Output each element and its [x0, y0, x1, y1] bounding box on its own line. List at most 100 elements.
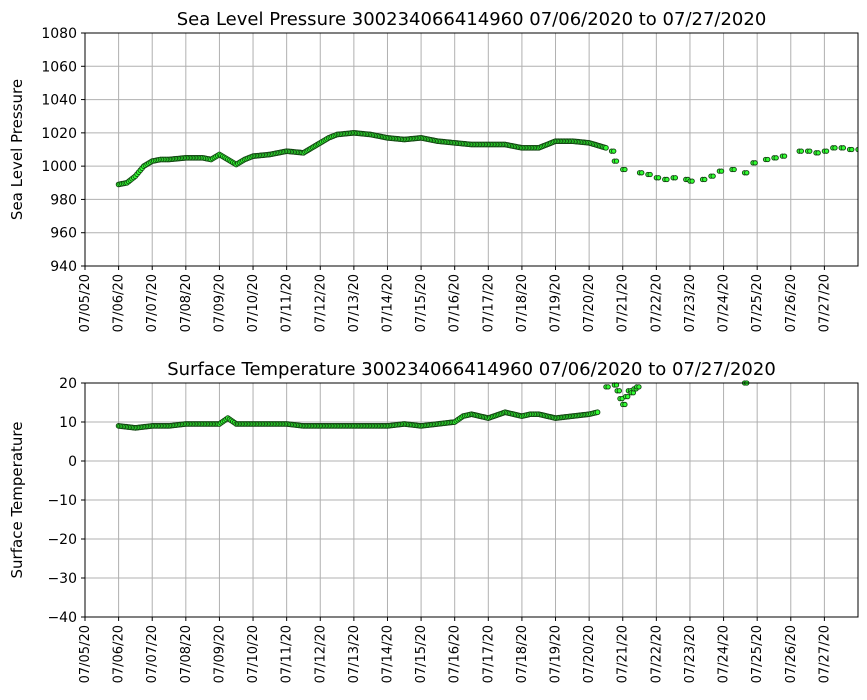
y-tick-label: 20	[59, 376, 77, 392]
x-tick-label: 07/13/20	[347, 625, 362, 683]
data-points	[115, 380, 750, 431]
y-tick-label: 1020	[41, 126, 77, 142]
x-tick-label: 07/16/20	[448, 274, 463, 332]
x-tick-label: 07/15/20	[414, 274, 429, 332]
x-tick-label: 07/14/20	[380, 625, 395, 683]
data-point	[594, 409, 601, 416]
y-tick-label: 10	[59, 415, 77, 431]
data-point	[752, 160, 758, 166]
y-tick-label: −30	[47, 571, 77, 587]
data-point	[605, 384, 611, 390]
data-point	[744, 170, 750, 176]
x-tick-label: 07/22/20	[649, 274, 664, 332]
chart-title: Sea Level Pressure 300234066414960 07/06…	[177, 9, 767, 30]
data-point	[655, 175, 662, 181]
sea-level-pressure-panel: Sea Level Pressure 300234066414960 07/06…	[8, 9, 859, 332]
chart-title: Surface Temperature 300234066414960 07/0…	[167, 359, 776, 380]
x-tick-label: 07/17/20	[481, 274, 496, 332]
data-point	[622, 401, 628, 408]
data-point	[625, 393, 631, 400]
data-point	[639, 170, 645, 176]
x-tick-label: 07/19/20	[549, 274, 564, 332]
x-tick-label: 07/16/20	[448, 625, 463, 683]
data-point	[613, 158, 620, 164]
x-ticks: 07/05/20 07/06/20 07/07/20 07/08/20 07/09/20…	[78, 617, 832, 683]
x-tick-label: 07/12/20	[313, 625, 328, 683]
surface-temperature-panel: Surface Temperature 300234066414960 07/0…	[8, 359, 859, 683]
y-tick-label: 960	[50, 226, 77, 242]
data-point	[731, 166, 737, 173]
x-tick-label: 07/15/20	[414, 625, 429, 683]
data-point	[781, 153, 788, 159]
x-tick-label: 07/19/20	[549, 625, 564, 683]
y-tick-label: −10	[47, 493, 77, 509]
x-tick-label: 07/10/20	[246, 625, 261, 683]
x-tick-label: 07/26/20	[784, 625, 799, 683]
y-tick-label: 0	[68, 454, 77, 470]
x-tick-label: 07/20/20	[582, 625, 597, 683]
x-tick-label: 07/24/20	[717, 625, 732, 683]
data-point	[823, 148, 830, 154]
y-ticks: −40 −30 −20 −10 0 10 20	[47, 376, 85, 626]
x-tick-label: 07/18/20	[515, 274, 530, 332]
data-point	[849, 146, 855, 153]
x-tick-label: 07/23/20	[683, 274, 698, 332]
x-tick-label: 07/14/20	[380, 274, 395, 332]
x-tick-label: 07/05/20	[78, 274, 93, 332]
y-tick-label: 1000	[41, 159, 77, 175]
x-tick-label: 07/24/20	[717, 274, 732, 332]
x-tick-label: 07/21/20	[616, 274, 631, 332]
data-point	[798, 148, 805, 154]
data-point	[773, 155, 779, 161]
x-tick-label: 07/08/20	[179, 274, 194, 332]
x-tick-label: 07/17/20	[481, 625, 496, 683]
x-tick-label: 07/06/20	[112, 274, 127, 332]
y-tick-label: 1080	[41, 26, 77, 42]
y-tick-label: 1060	[41, 59, 77, 75]
x-tick-label: 07/27/20	[817, 274, 832, 332]
y-tick-label: 1040	[41, 93, 77, 109]
y-tick-label: 980	[50, 192, 77, 208]
data-point	[702, 176, 708, 183]
x-tick-label: 07/18/20	[515, 625, 530, 683]
x-tick-label: 07/20/20	[582, 274, 597, 332]
x-tick-label: 07/05/20	[78, 625, 93, 683]
data-point	[689, 178, 695, 184]
data-point	[710, 173, 716, 179]
x-tick-label: 07/22/20	[649, 625, 664, 683]
x-tick-label: 07/07/20	[145, 625, 160, 683]
x-tick-label: 07/12/20	[313, 274, 328, 332]
data-point	[603, 144, 609, 151]
data-point	[636, 384, 642, 390]
data-point	[616, 388, 622, 394]
x-ticks: 07/05/20 07/06/20 07/07/20 07/08/20 07/09/20…	[78, 266, 832, 332]
x-tick-label: 07/11/20	[280, 625, 295, 683]
data-point	[622, 166, 628, 173]
x-tick-label: 07/08/20	[179, 625, 194, 683]
x-tick-label: 07/11/20	[280, 274, 295, 332]
data-point	[647, 171, 653, 178]
data-point	[611, 148, 617, 154]
x-tick-label: 07/09/20	[212, 625, 227, 683]
y-ticks: 940 960 980 1000 1020 1040 1060 1080	[41, 26, 85, 275]
y-axis-label: Sea Level Pressure	[8, 79, 26, 220]
x-tick-label: 07/10/20	[246, 274, 261, 332]
y-tick-label: 940	[50, 259, 77, 275]
data-point	[664, 176, 670, 183]
y-tick-label: −40	[47, 610, 77, 626]
data-point	[832, 145, 838, 151]
x-tick-label: 07/27/20	[817, 625, 832, 683]
data-point	[672, 175, 679, 181]
x-tick-label: 07/21/20	[616, 625, 631, 683]
data-point	[840, 145, 847, 151]
data-point	[807, 148, 813, 154]
data-point	[815, 150, 821, 156]
x-tick-label: 07/23/20	[683, 625, 698, 683]
x-tick-label: 07/25/20	[750, 274, 765, 332]
y-tick-label: −20	[47, 532, 77, 548]
y-axis-label: Surface Temperature	[8, 422, 26, 579]
data-points	[115, 130, 858, 188]
data-point	[765, 156, 771, 163]
